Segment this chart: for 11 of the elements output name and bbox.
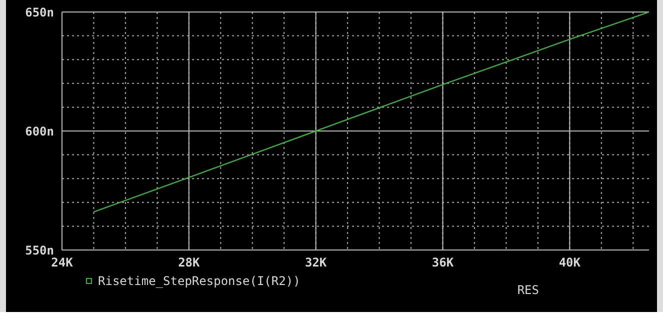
y-tick-label: 650n <box>25 5 54 20</box>
line-series <box>93 12 649 213</box>
x-tick-label: 40K <box>558 256 582 270</box>
x-axis-title: RES <box>517 283 539 297</box>
x-tick-label: 28K <box>178 256 201 270</box>
legend-label: Risetime_StepResponse(I(R2)) <box>98 274 300 288</box>
x-tick-label: 36K <box>432 256 454 270</box>
x-tick-label: 32K <box>304 256 328 270</box>
y-tick-label: 550n <box>25 243 54 258</box>
y-tick-label: 600n <box>25 124 54 138</box>
x-tick-label: 24K <box>51 256 74 270</box>
